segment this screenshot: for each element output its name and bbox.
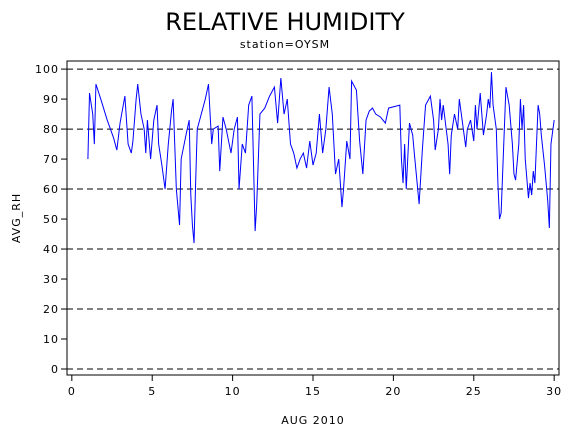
y-tick-label: 100 (35, 63, 59, 76)
x-tick-label: 20 (385, 385, 401, 398)
y-tick-label: 0 (51, 363, 59, 376)
y-tick-label: 50 (43, 213, 59, 226)
x-tick-label: 25 (466, 385, 482, 398)
x-tick-label: 10 (225, 385, 241, 398)
x-tick-label: 0 (68, 385, 76, 398)
y-tick-label: 40 (43, 243, 59, 256)
y-tick-label: 10 (43, 333, 59, 346)
y-tick-label: 20 (43, 303, 59, 316)
chart-title: RELATIVE HUMIDITY (165, 8, 405, 36)
y-axis-label: AVG_RH (10, 193, 23, 243)
chart-subtitle: station=OYSM (240, 38, 330, 51)
data-line (87, 72, 555, 244)
y-tick-label: 30 (43, 273, 59, 286)
y-tick-label: 90 (43, 93, 59, 106)
x-tick-label: 5 (148, 385, 156, 398)
x-axis-label: AUG 2010 (281, 414, 345, 427)
x-tick-label: 30 (546, 385, 562, 398)
x-tick-label: 15 (305, 385, 321, 398)
y-tick-label: 60 (43, 183, 59, 196)
y-tick-label: 70 (43, 153, 59, 166)
y-tick-label: 80 (43, 123, 59, 136)
